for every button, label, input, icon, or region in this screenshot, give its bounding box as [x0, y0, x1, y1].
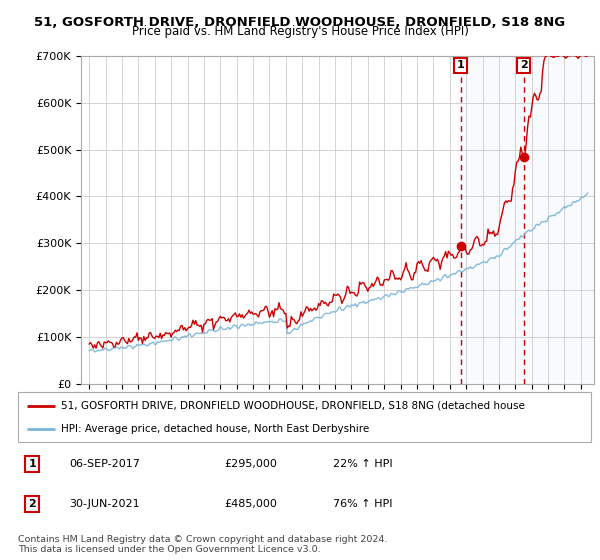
Text: £295,000: £295,000 — [224, 459, 277, 469]
Text: 51, GOSFORTH DRIVE, DRONFIELD WOODHOUSE, DRONFIELD, S18 8NG: 51, GOSFORTH DRIVE, DRONFIELD WOODHOUSE,… — [34, 16, 566, 29]
Bar — [458, 56, 594, 384]
Text: 51, GOSFORTH DRIVE, DRONFIELD WOODHOUSE, DRONFIELD, S18 8NG (detached house: 51, GOSFORTH DRIVE, DRONFIELD WOODHOUSE,… — [61, 400, 525, 410]
Text: 30-JUN-2021: 30-JUN-2021 — [70, 499, 140, 509]
Text: 06-SEP-2017: 06-SEP-2017 — [70, 459, 140, 469]
Text: 1: 1 — [28, 459, 36, 469]
Text: 1: 1 — [457, 60, 464, 71]
Text: Contains HM Land Registry data © Crown copyright and database right 2024.
This d: Contains HM Land Registry data © Crown c… — [18, 535, 388, 554]
Text: £485,000: £485,000 — [224, 499, 277, 509]
Text: 76% ↑ HPI: 76% ↑ HPI — [333, 499, 392, 509]
Text: Price paid vs. HM Land Registry's House Price Index (HPI): Price paid vs. HM Land Registry's House … — [131, 25, 469, 38]
Text: 22% ↑ HPI: 22% ↑ HPI — [333, 459, 393, 469]
Text: 2: 2 — [28, 499, 36, 509]
Text: HPI: Average price, detached house, North East Derbyshire: HPI: Average price, detached house, Nort… — [61, 424, 369, 434]
Text: 2: 2 — [520, 60, 527, 71]
